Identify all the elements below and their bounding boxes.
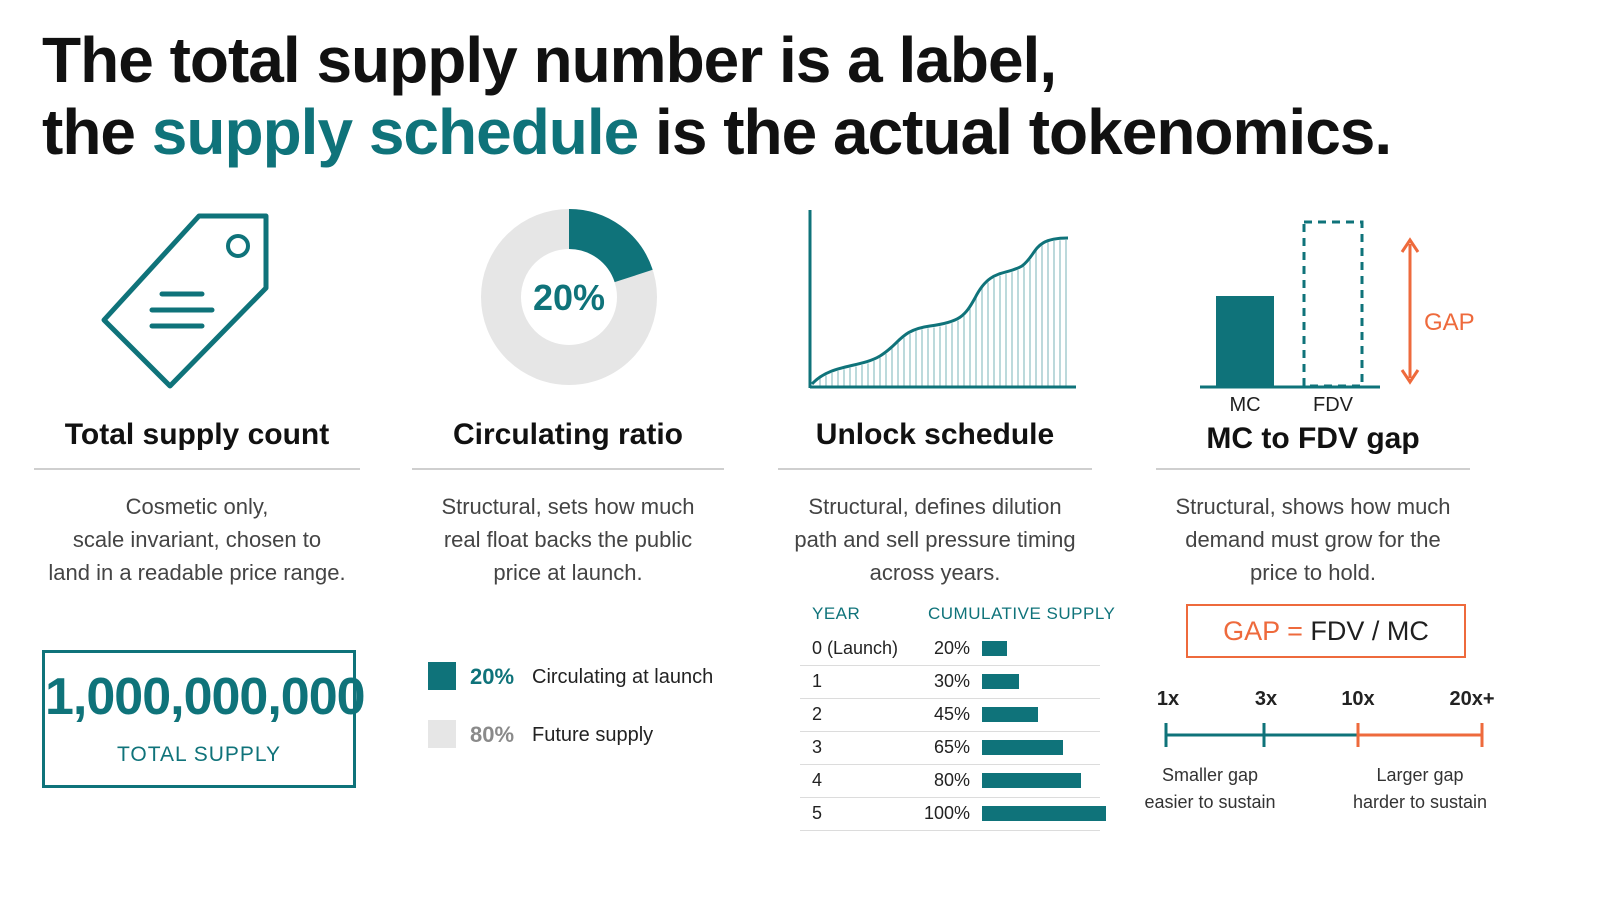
table-year: 1 (812, 671, 823, 691)
unlock-curve-icon (808, 210, 1076, 389)
table-cumulative-bar (982, 806, 1106, 821)
table-row: 4 80% (800, 764, 1100, 798)
col1-desc-line: scale invariant, chosen to (72, 527, 322, 552)
col3-title: Unlock schedule (815, 418, 1055, 451)
fdv-bar-label: FDV (1313, 394, 1353, 416)
mc-bar (1216, 296, 1274, 386)
gap-formula-box: GAP = FDV / MC (1186, 604, 1466, 658)
col1-description: Cosmetic only, scale invariant, chosen t… (34, 490, 360, 589)
legend-future-pct: 80% (470, 722, 515, 747)
donut-circulating-segment (568, 209, 653, 284)
table-header-cumulative: CUMULATIVE SUPPLY (928, 604, 1116, 623)
table-cumulative-bar (982, 641, 1007, 656)
table-cumulative-pct: 20% (933, 638, 970, 658)
legend-circulating-label: Circulating at launch (532, 666, 714, 688)
table-row: 2 45% (800, 698, 1100, 732)
col2-desc-line: price at launch. (493, 560, 643, 585)
scale-tick-label: 10x (1341, 688, 1375, 710)
col1-title: Total supply count (64, 418, 330, 451)
col3-desc-line: path and sell pressure timing (794, 527, 1076, 552)
table-year: 3 (812, 737, 823, 757)
unlock-curve-line (810, 236, 1069, 386)
legend-future-label: Future supply (532, 724, 654, 746)
formula-lhs: GAP (1223, 616, 1280, 646)
col2-desc-line: real float backs the public (443, 527, 693, 552)
table-year: 4 (812, 770, 823, 790)
col4-desc-line: price to hold. (1250, 560, 1376, 585)
mc-bar-label: MC (1229, 394, 1261, 416)
table-year: 5 (812, 803, 823, 823)
col3-desc-line: Structural, defines dilution (808, 494, 1062, 519)
col3-description: Structural, defines dilution path and se… (778, 490, 1092, 589)
scale-note-high: Larger gap harder to sustain (1340, 762, 1500, 816)
scale-note-line: Larger gap (1376, 765, 1464, 785)
scale-tick-label: 3x (1254, 688, 1278, 710)
col4-desc-line: Structural, shows how much (1175, 494, 1451, 519)
gap-arrow-bottom-icon (1400, 369, 1420, 385)
formula-rhs: FDV / MC (1310, 616, 1429, 646)
headline-line-2-pre: the (42, 96, 152, 168)
fdv-bar (1302, 220, 1364, 388)
col4-divider (1156, 468, 1470, 470)
col2-desc-line: Structural, sets how much (441, 494, 695, 519)
col2-divider (412, 468, 724, 470)
table-cumulative-pct: 45% (933, 704, 970, 724)
page-headline: The total supply number is a label, the … (42, 24, 1392, 168)
table-cumulative-bar (982, 773, 1081, 788)
scale-note-line: Smaller gap (1161, 765, 1259, 785)
col2-title: Circulating ratio (452, 418, 684, 451)
table-cumulative-pct: 80% (933, 770, 970, 790)
table-row: 3 65% (800, 731, 1100, 765)
gap-label: GAP (1424, 309, 1475, 336)
col1-desc-line: land in a readable price range. (48, 560, 346, 585)
headline-line-2-post: is the actual tokenomics. (638, 96, 1392, 168)
total-supply-label: TOTAL SUPPLY (116, 743, 282, 766)
gap-scale (1164, 723, 1484, 747)
scale-note-line: harder to sustain (1352, 792, 1488, 812)
legend-circulating-swatch (428, 662, 456, 690)
scale-note-low: Smaller gap easier to sustain (1130, 762, 1290, 816)
donut-chart-icon: 20% (481, 209, 657, 385)
price-tag-icon (101, 213, 269, 389)
headline-accent: supply schedule (151, 96, 639, 168)
legend-future-swatch (428, 720, 456, 748)
table-cumulative-pct: 65% (933, 737, 970, 757)
col3-divider (778, 468, 1092, 470)
scale-note-line: easier to sustain (1144, 792, 1276, 812)
total-supply-value: 1,000,000,000 (45, 668, 366, 726)
total-supply-box: 1,000,000,000 TOTAL SUPPLY (42, 650, 366, 788)
unlock-curve-hatching (819, 240, 1067, 386)
col4-desc-line: demand must grow for the (1185, 527, 1441, 552)
table-cumulative-pct: 30% (933, 671, 970, 691)
table-year: 0 (Launch) (812, 638, 899, 658)
scale-tick-label: 20x+ (1449, 688, 1495, 710)
col4-description: Structural, shows how much demand must g… (1156, 490, 1470, 589)
col4-title: MC to FDV gap (1206, 422, 1420, 455)
formula-equals: = (1287, 616, 1303, 646)
donut-center-label: 20% (533, 277, 605, 318)
gap-arrow-top-icon (1400, 237, 1420, 253)
table-cumulative-bar (982, 740, 1063, 755)
col1-desc-line: Cosmetic only, (125, 494, 269, 519)
col1-divider (34, 468, 360, 470)
headline-line-1: The total supply number is a label, (42, 24, 1057, 96)
table-cumulative-bar (982, 707, 1038, 722)
table-row: 0 (Launch) 20% (800, 632, 1100, 666)
scale-tick-label: 1x (1156, 688, 1180, 710)
table-row: 1 30% (800, 665, 1100, 699)
table-cumulative-pct: 100% (923, 803, 970, 823)
legend-circulating-pct: 20% (470, 664, 515, 689)
table-year: 2 (812, 704, 823, 724)
bar-gap-icon: GAP (1200, 220, 1475, 389)
table-cumulative-bar (982, 674, 1019, 689)
col3-desc-line: across years. (869, 560, 1001, 585)
table-row: 5 100% (800, 797, 1106, 831)
table-header-year: YEAR (812, 604, 861, 623)
col2-description: Structural, sets how much real float bac… (412, 490, 724, 589)
